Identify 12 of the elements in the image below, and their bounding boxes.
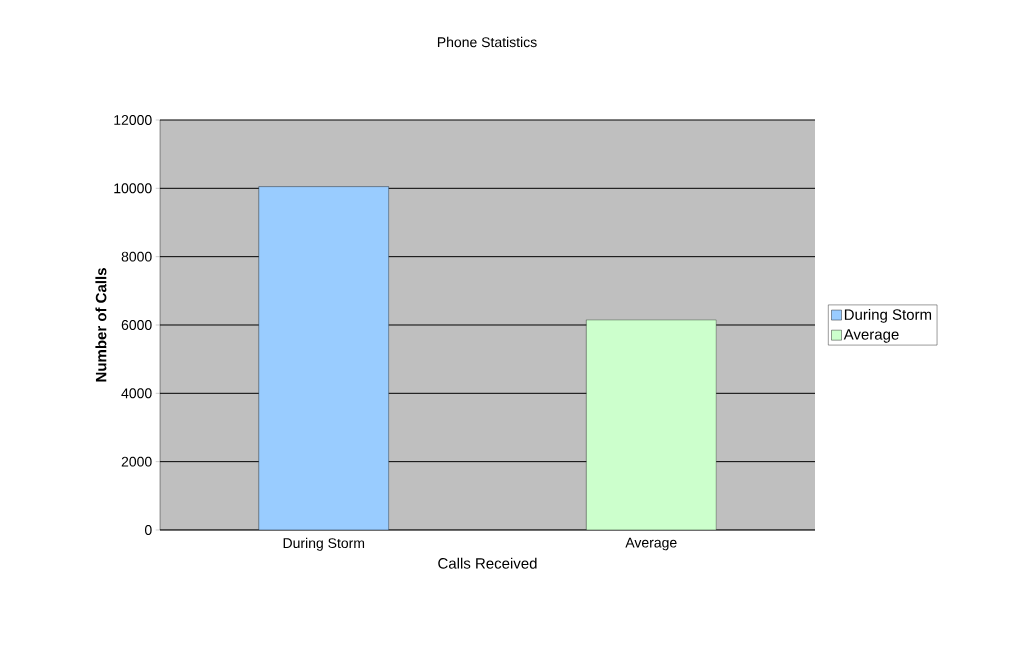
x-axis-title: Calls Received xyxy=(438,557,537,569)
y-tick-label: 4000 xyxy=(121,388,152,399)
chart-title: Phone Statistics xyxy=(437,36,537,48)
y-tick-label: 2000 xyxy=(121,456,152,467)
y-axis-title: Number of Calls xyxy=(95,268,107,382)
y-tick-label: 12000 xyxy=(114,115,152,125)
y-tick-label: 8000 xyxy=(121,251,152,262)
y-tick-label: 10000 xyxy=(114,183,152,194)
y-tick-label: 6000 xyxy=(121,320,152,330)
legend-label: During Storm xyxy=(844,308,932,323)
legend-label: Average xyxy=(843,329,899,343)
y-tick-label: 0 xyxy=(144,525,152,535)
